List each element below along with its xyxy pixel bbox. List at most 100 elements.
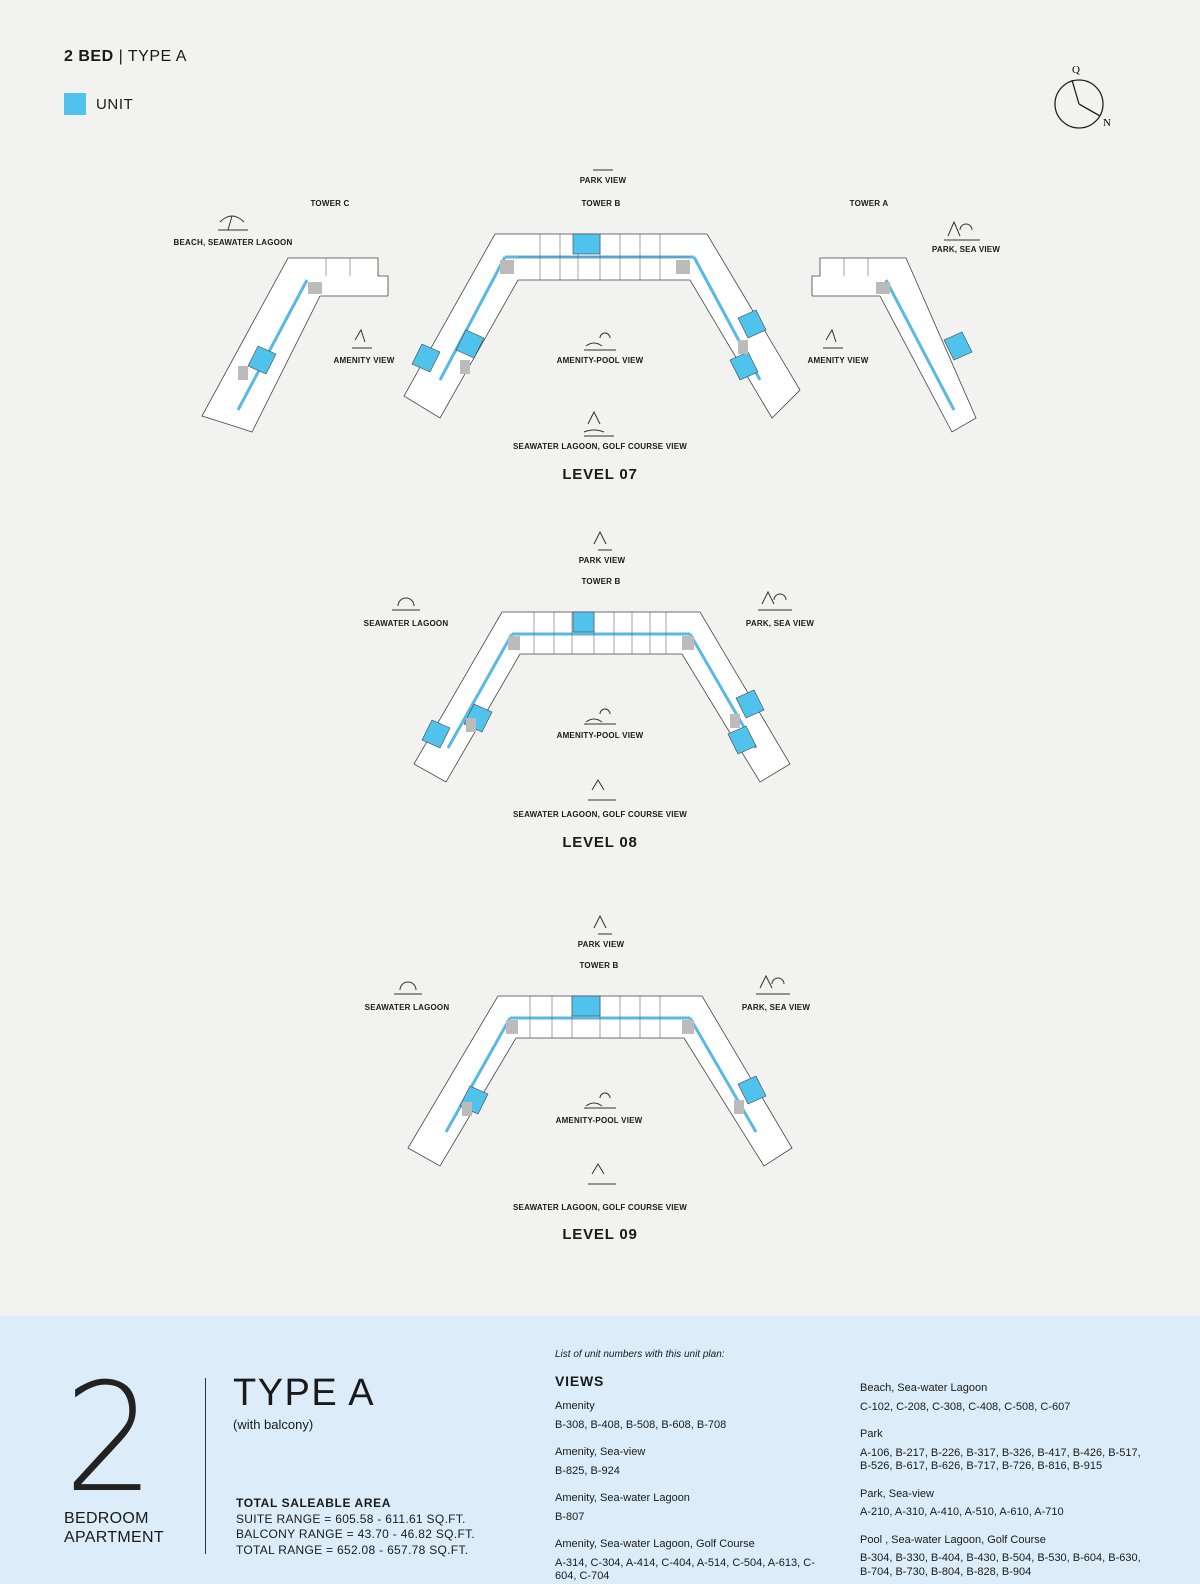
l08-park-sea-icon [758, 590, 792, 611]
level-08-left-view: SEAWATER LAGOON [363, 619, 449, 628]
view-group-label: Amenity, Sea-water Lagoon, Golf Course [555, 1538, 755, 1550]
view-group: Park A-106, B-217, B-226, B-317, B-326, … [860, 1428, 1150, 1474]
legend: UNIT [64, 93, 133, 115]
unit-b-xx30 [729, 351, 759, 381]
view-group-units: C-102, C-208, C-308, C-408, C-508, C-607 [860, 1400, 1071, 1413]
total-range: TOTAL RANGE = 652.08 - 657.78 SQ.FT. [236, 1542, 469, 1557]
title-separator: | [118, 48, 124, 65]
legend-label: UNIT [96, 95, 134, 113]
level-09-plan: PARK VIEW TOWER B SEAWATER LAGOON PARK, … [0, 912, 1200, 1252]
level-08-center-view: AMENITY-POOL VIEW [556, 731, 644, 740]
level-08-label: LEVEL 08 [562, 834, 638, 851]
level-07-amenity-right: AMENITY VIEW [807, 356, 869, 365]
l08-park-icon [593, 530, 612, 551]
views-column-2: Beach, Sea-water Lagoon C-102, C-208, C-… [860, 1382, 1150, 1584]
l09-unit-xx24 [737, 1075, 767, 1105]
list-intro: List of unit numbers with this unit plan… [555, 1349, 725, 1360]
tower-a-outline [811, 257, 977, 433]
legend-swatch [64, 93, 86, 115]
view-group: Amenity, Sea-view B-825, B-924 [555, 1446, 815, 1478]
amenity-pool-icon [584, 332, 616, 351]
bedroom-count: 2 [64, 1352, 155, 1526]
view-group-label: Park [860, 1428, 883, 1440]
level-09-label: LEVEL 09 [562, 1226, 638, 1243]
title-bed: 2 BED [64, 48, 114, 65]
l08-lagoon-icon [392, 597, 420, 611]
level-07-tower-a: TOWER A [849, 199, 889, 208]
level-07-bottom-view: SEAWATER LAGOON, GOLF COURSE VIEW [512, 442, 688, 451]
level-07-tower-c: TOWER C [310, 199, 350, 208]
compass-n: N [1103, 117, 1111, 129]
l09-park-icon [593, 914, 612, 935]
view-group: Park, Sea-view A-210, A-310, A-410, A-51… [860, 1488, 1150, 1520]
view-group-label: Amenity [555, 1400, 595, 1412]
l09-lagoon-golf-icon [588, 1163, 616, 1185]
lagoon-golf-icon [583, 410, 614, 437]
level-07-left-view: BEACH, SEAWATER LAGOON [173, 238, 293, 247]
unit-b-xx17 [572, 233, 601, 255]
level-09-bottom-view: SEAWATER LAGOON, GOLF COURSE VIEW [512, 1203, 688, 1212]
view-group-units: B-825, B-924 [555, 1464, 620, 1477]
l08-amenity-pool-icon [584, 708, 616, 725]
view-group: Amenity, Sea-water Lagoon, Golf Course A… [555, 1538, 815, 1584]
level-07-amenity-left: AMENITY VIEW [333, 356, 395, 365]
unit-a-xx10 [943, 331, 973, 361]
park-sea-icon [944, 220, 980, 241]
amenity-left-icon [352, 328, 372, 349]
unit-info-panel: 2 BEDROOM APARTMENT TYPE A (with balcony… [0, 1316, 1200, 1584]
type-subtitle: (with balcony) [233, 1417, 314, 1432]
l09-amenity-pool-icon [584, 1092, 616, 1109]
view-group-label: Park, Sea-view [860, 1487, 934, 1500]
unit-b-xx26 [737, 309, 767, 339]
beach-icon [218, 215, 248, 231]
level-07-label: LEVEL 07 [562, 466, 638, 483]
view-group: Beach, Sea-water Lagoon C-102, C-208, C-… [860, 1382, 1150, 1414]
bedroom-line2: APARTMENT [64, 1529, 164, 1546]
suite-range: SUITE RANGE = 605.58 - 611.61 SQ.FT. [236, 1511, 466, 1526]
level-08-tower-b: TOWER B [581, 577, 621, 586]
l09-lagoon-icon [394, 981, 422, 995]
view-group: Pool , Sea-water Lagoon, Golf Course B-3… [860, 1534, 1150, 1580]
l09-unit-xx15 [571, 995, 601, 1017]
saleable-area: TOTAL SALEABLE AREA SUITE RANGE = 605.58… [236, 1496, 475, 1558]
unit-c-xx04 [247, 345, 277, 375]
view-group-units: A-106, B-217, B-226, B-317, B-326, B-417… [860, 1446, 1141, 1473]
level-07-plan: PARK VIEW TOWER C TOWER B TOWER A BEACH,… [0, 160, 1200, 500]
l08-lagoon-golf-icon [588, 779, 616, 801]
tower-b-outline [403, 233, 801, 419]
view-group-units: B-304, B-330, B-404, B-430, B-504, B-530… [860, 1552, 1141, 1578]
level-09-left-view: SEAWATER LAGOON [364, 1003, 450, 1012]
view-group: Amenity, Sea-water Lagoon B-807 [555, 1492, 815, 1524]
level-07-center-view: AMENITY-POOL VIEW [556, 356, 644, 365]
level-08-top-view: PARK VIEW [578, 556, 626, 565]
unit-b-xx08 [411, 343, 441, 373]
level-07-right-view: PARK, SEA VIEW [931, 245, 1001, 254]
view-group-units: B-308, B-408, B-508, B-608, B-708 [555, 1418, 727, 1431]
amenity-right-icon [823, 328, 843, 349]
title-type: TYPE A [127, 48, 187, 65]
l09-park-sea-icon [756, 974, 790, 995]
bedroom-line1: BEDROOM [64, 1510, 149, 1527]
view-group-units: A-314, C-304, A-414, C-404, A-514, C-504… [555, 1556, 815, 1583]
type-title: TYPE A [233, 1372, 376, 1414]
level-09-top-view: PARK VIEW [577, 940, 625, 949]
level-07-floorplan [201, 169, 980, 437]
l08-unit-xx16 [572, 611, 595, 633]
page-title: 2 BED | TYPE A [64, 48, 187, 66]
level-08-plan: PARK VIEW TOWER B SEAWATER LAGOON PARK, … [0, 528, 1200, 868]
view-group-units: A-210, A-310, A-410, A-510, A-610, A-710 [860, 1506, 1064, 1518]
level-09-center-view: AMENITY-POOL VIEW [555, 1116, 643, 1125]
level-09-right-view: PARK, SEA VIEW [741, 1003, 811, 1012]
view-group-units: B-807 [555, 1510, 585, 1523]
tower-c-outline [201, 257, 389, 433]
level-07-tower-b: TOWER B [581, 199, 621, 208]
level-07-top-view: PARK VIEW [579, 176, 627, 185]
l08-unit-xx25 [735, 689, 765, 719]
view-group-label: Amenity, Sea-view [555, 1446, 646, 1458]
level-09-floorplan [394, 914, 793, 1185]
balcony-range: BALCONY RANGE = 43.70 - 46.82 SQ.FT. [236, 1527, 476, 1541]
unit-b-xx04 [455, 329, 485, 359]
level-08-floorplan [392, 530, 792, 801]
compass-icon: Q N [1054, 64, 1111, 129]
level-08-right-view: PARK, SEA VIEW [745, 619, 815, 628]
